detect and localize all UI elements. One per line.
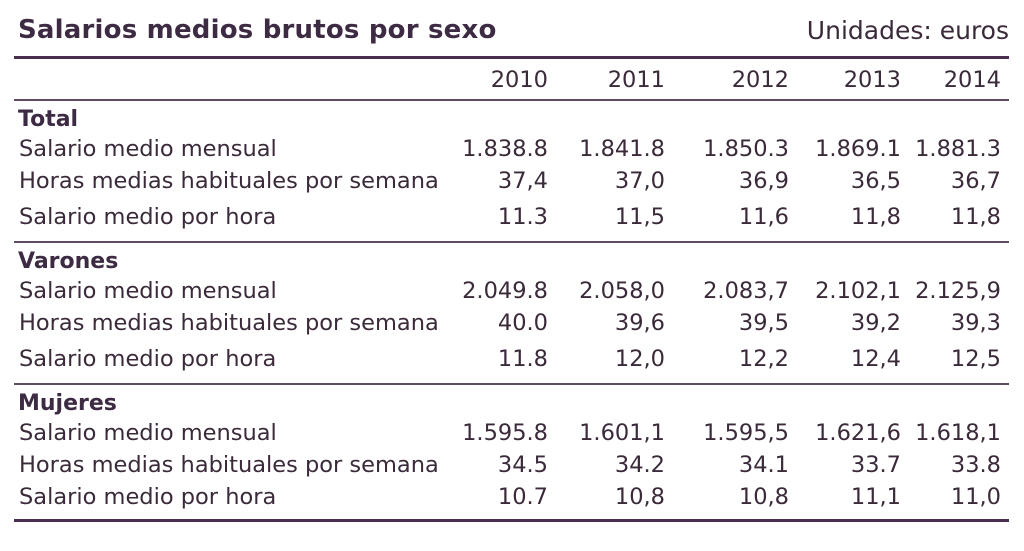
table-cell: 33.8 (950, 452, 1001, 478)
table-cell: 33.7 (850, 452, 901, 478)
salary-table-panel: Salarios medios brutos por sexo Unidades… (14, 8, 1009, 522)
section-title-total: Total (18, 107, 79, 132)
title-row: Salarios medios brutos por sexo Unidades… (14, 8, 1009, 52)
table-cell: 39,3 (950, 310, 1001, 336)
row-label: Salario medio por hora (19, 204, 277, 230)
table-cell: 39,5 (738, 310, 789, 336)
table-cell: 34.1 (738, 452, 789, 478)
units-label: Unidades: euros (806, 16, 1009, 45)
table-cell: 11,1 (850, 484, 901, 510)
table-cell: 11.8 (497, 346, 548, 372)
table-cell: 11,8 (850, 204, 901, 230)
row-label: Horas medias habituales por semana (19, 452, 439, 478)
table-title: Salarios medios brutos por sexo (18, 15, 497, 45)
table-row: Salario medio mensual 1.838.8 1.841.8 1.… (14, 133, 1009, 165)
section-rule (14, 241, 1009, 243)
table-cell: 39,2 (850, 310, 901, 336)
top-rule (14, 56, 1009, 59)
table-cell: 1.621,6 (815, 420, 901, 446)
table-cell: 1.595,5 (703, 420, 789, 446)
table-cell: 10.7 (497, 484, 548, 510)
table-row: Salario medio mensual 1.595.8 1.601,1 1.… (14, 417, 1009, 449)
table-row: Horas medias habituales por semana 40.0 … (14, 307, 1009, 339)
table-cell: 10,8 (614, 484, 665, 510)
table-row: Horas medias habituales por semana 34.5 … (14, 449, 1009, 481)
table-cell: 1.618,1 (915, 420, 1001, 446)
bottom-rule (14, 519, 1009, 522)
row-label: Salario medio mensual (19, 420, 277, 446)
table-cell: 11,0 (950, 484, 1001, 510)
row-label: Salario medio mensual (19, 278, 277, 304)
section-title-varones: Varones (18, 249, 119, 274)
table-row: Salario medio por hora 11.8 12,0 12,2 12… (14, 339, 1009, 377)
table-cell: 11.3 (497, 204, 548, 230)
header-rule (14, 99, 1009, 101)
table-cell: 12,2 (738, 346, 789, 372)
year-header: 2010 (490, 67, 548, 93)
year-header-row: 2010 2011 2012 2013 2014 (14, 59, 1009, 99)
table-cell: 36,7 (950, 168, 1001, 194)
table-cell: 36,9 (738, 168, 789, 194)
table-cell: 1.881.3 (915, 136, 1001, 162)
table-cell: 36,5 (850, 168, 901, 194)
section-title-mujeres: Mujeres (18, 391, 117, 416)
year-header: 2014 (943, 67, 1001, 93)
table-cell: 10,8 (738, 484, 789, 510)
table-cell: 39,6 (614, 310, 665, 336)
table-cell: 1.869.1 (815, 136, 901, 162)
table-cell: 12,4 (850, 346, 901, 372)
row-label: Horas medias habituales por semana (19, 168, 439, 194)
table-cell: 37,0 (614, 168, 665, 194)
table-cell: 34.5 (497, 452, 548, 478)
table-cell: 2.125,9 (915, 278, 1001, 304)
section-rule (14, 383, 1009, 385)
table-row: Salario medio mensual 2.049.8 2.058,0 2.… (14, 275, 1009, 307)
year-header: 2012 (731, 67, 789, 93)
table-cell: 34.2 (614, 452, 665, 478)
table-row: Salario medio por hora 10.7 10,8 10,8 11… (14, 481, 1009, 513)
table-cell: 2.058,0 (579, 278, 665, 304)
table-cell: 37,4 (497, 168, 548, 194)
table-cell: 40.0 (497, 310, 548, 336)
table-cell: 1.841.8 (579, 136, 665, 162)
table-cell: 2.049.8 (462, 278, 548, 304)
table-cell: 1.850.3 (703, 136, 789, 162)
row-label: Salario medio mensual (19, 136, 277, 162)
table-cell: 11,6 (738, 204, 789, 230)
table-cell: 1.838.8 (462, 136, 548, 162)
table-cell: 11,8 (950, 204, 1001, 230)
year-header: 2011 (607, 67, 665, 93)
table-cell: 2.102,1 (815, 278, 901, 304)
table-cell: 12,5 (950, 346, 1001, 372)
table-cell: 12,0 (614, 346, 665, 372)
row-label: Salario medio por hora (19, 346, 277, 372)
table-row: Horas medias habituales por semana 37,4 … (14, 165, 1009, 197)
row-label: Horas medias habituales por semana (19, 310, 439, 336)
table-cell: 11,5 (614, 204, 665, 230)
table-cell: 1.601,1 (579, 420, 665, 446)
row-label: Salario medio por hora (19, 484, 277, 510)
table-cell: 2.083,7 (703, 278, 789, 304)
table-row: Salario medio por hora 11.3 11,5 11,6 11… (14, 197, 1009, 235)
year-header: 2013 (843, 67, 901, 93)
table-cell: 1.595.8 (462, 420, 548, 446)
